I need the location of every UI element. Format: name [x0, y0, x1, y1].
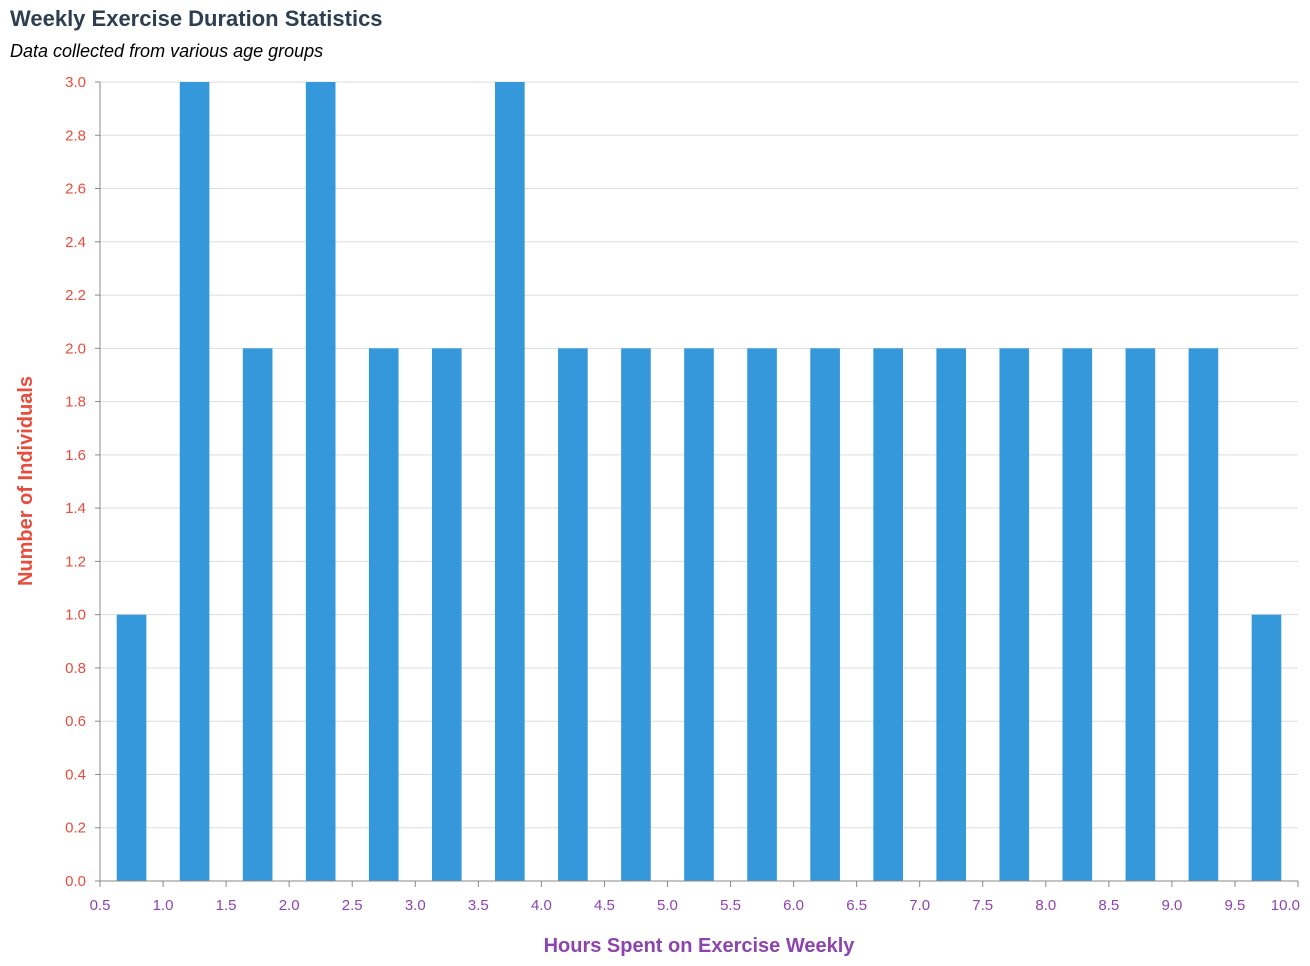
x-tick-label: 5.5: [720, 897, 741, 914]
histogram-bar: [1125, 348, 1156, 881]
x-tick-labels: 0.5 1.0 1.5 2.0 2.5 3.0 3.5 4.0 4.5 5.0 5.5 6.0 6.5 7…: [90, 897, 1300, 914]
y-tick-label: 0.6: [65, 713, 86, 730]
x-tick-label: 0.5: [90, 897, 111, 914]
histogram-bar: [116, 614, 147, 881]
y-tick-labels: 0.0 0.2 0.4 0.6 0.8 1.0 1.2 1.4 1.6 1.8 2.0 2.2 2.4 2…: [65, 74, 86, 890]
x-tick-label: 10.0: [1271, 897, 1300, 914]
histogram-bar: [747, 348, 777, 881]
y-tick-label: 1.8: [65, 394, 86, 411]
x-tick-label: 2.0: [279, 897, 300, 914]
x-tick-label: 7.5: [972, 897, 993, 914]
histogram-bar: [179, 82, 210, 881]
x-tick-label: 7.0: [909, 897, 930, 914]
y-tick-label: 1.6: [65, 447, 86, 464]
y-tick-label: 0.2: [65, 820, 86, 837]
x-tick-label: 4.5: [594, 897, 615, 914]
y-tick-label: 2.8: [65, 127, 86, 144]
y-tick-label: 2.0: [65, 340, 86, 357]
y-tick-label: 2.2: [65, 287, 86, 304]
x-tick-label: 3.0: [405, 897, 426, 914]
y-tick-label: 0.0: [65, 873, 86, 890]
x-tick-label: 4.0: [531, 897, 552, 914]
y-tick-label: 1.0: [65, 607, 86, 624]
bars: [116, 82, 1282, 881]
histogram-bar: [936, 348, 967, 881]
y-tick-label: 1.4: [65, 500, 86, 517]
x-axis-title: Hours Spent on Exercise Weekly: [544, 935, 856, 957]
chart-title: Weekly Exercise Duration Statistics: [10, 6, 383, 31]
y-axis-title: Number of Individuals: [15, 376, 37, 586]
histogram-bar: [1188, 348, 1219, 881]
x-tick-label: 9.5: [1225, 897, 1246, 914]
x-tick-label: 9.0: [1161, 897, 1182, 914]
y-tick-label: 1.2: [65, 553, 86, 570]
axes: [95, 81, 1299, 887]
histogram-bar: [305, 82, 336, 881]
x-tick-label: 6.5: [846, 897, 867, 914]
x-tick-label: 3.5: [468, 897, 489, 914]
histogram-bar: [999, 348, 1030, 881]
y-tick-label: 2.4: [65, 234, 86, 251]
histogram-bar: [368, 348, 399, 881]
y-tick-label: 0.4: [65, 766, 86, 783]
histogram-bar: [1062, 348, 1093, 881]
x-tick-label: 2.5: [342, 897, 363, 914]
x-tick-label: 1.5: [216, 897, 237, 914]
histogram-bar: [684, 348, 714, 881]
histogram-bar: [1251, 614, 1282, 881]
x-tick-label: 8.5: [1098, 897, 1119, 914]
histogram-bar: [242, 348, 273, 881]
x-tick-label: 1.0: [153, 897, 174, 914]
chart-subtitle: Data collected from various age groups: [10, 41, 324, 61]
x-tick-label: 8.0: [1035, 897, 1056, 914]
x-tick-label: 5.0: [657, 897, 678, 914]
y-tick-label: 2.6: [65, 181, 86, 198]
histogram-bar: [431, 348, 462, 881]
histogram-bar: [558, 348, 588, 881]
histogram-bar: [873, 348, 903, 881]
x-tick-label: 6.0: [783, 897, 804, 914]
histogram-bar: [810, 348, 840, 881]
y-tick-label: 0.8: [65, 660, 86, 677]
y-tick-label: 3.0: [65, 74, 86, 91]
histogram-bar: [621, 348, 651, 881]
histogram-bar: [495, 82, 525, 881]
